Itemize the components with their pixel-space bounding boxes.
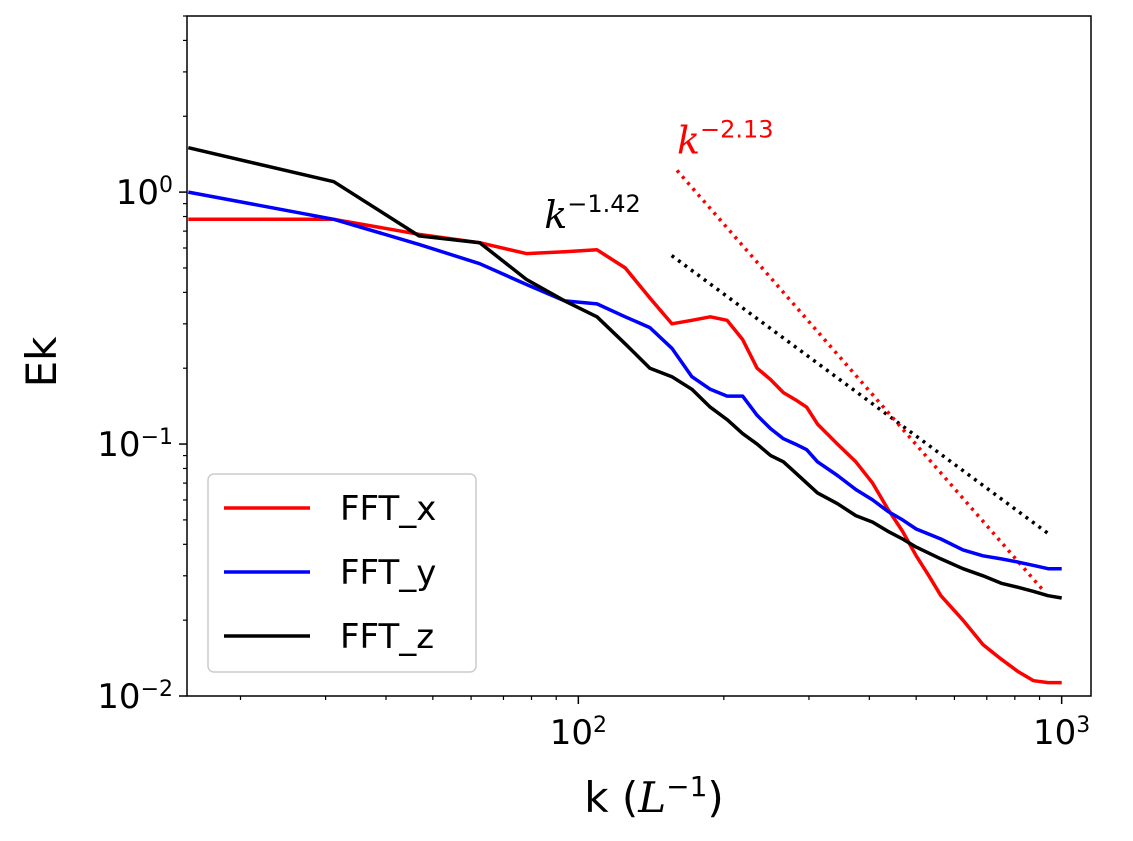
series-line-fft-z bbox=[187, 145, 1062, 600]
fit-line bbox=[675, 169, 1046, 593]
legend-label: FFT_x bbox=[340, 489, 436, 529]
legend-label: FFT_z bbox=[340, 617, 434, 657]
annotations: k−1.42 k−2.13 bbox=[544, 116, 773, 237]
data-series bbox=[187, 145, 1062, 685]
minor-ticks bbox=[183, 15, 1041, 700]
x-tick-label: 102 bbox=[550, 713, 607, 754]
y-tick-label: 10−1 bbox=[97, 425, 173, 466]
series-line-fft-x bbox=[188, 217, 1062, 685]
legend: FFT_x FFT_y FFT_z bbox=[207, 473, 477, 673]
slope-annotation: k−1.42 bbox=[544, 190, 641, 237]
major-ticks: 102 103 100 10−1 10−2 bbox=[97, 173, 1090, 753]
y-tick-label: 100 bbox=[116, 173, 173, 214]
y-tick-label: 10−2 bbox=[97, 677, 173, 718]
series-line-fft-y bbox=[187, 190, 1062, 571]
legend-box bbox=[207, 473, 477, 673]
x-axis-label: k (L−1) bbox=[584, 770, 724, 823]
plot-frame bbox=[186, 15, 1092, 697]
y-axis-label: Ek bbox=[17, 336, 66, 388]
fit-line bbox=[670, 254, 1050, 536]
legend-label: FFT_y bbox=[340, 553, 436, 593]
x-tick-label: 103 bbox=[1033, 713, 1090, 754]
fit-lines bbox=[670, 169, 1050, 593]
slope-annotation: k−2.13 bbox=[677, 116, 774, 163]
